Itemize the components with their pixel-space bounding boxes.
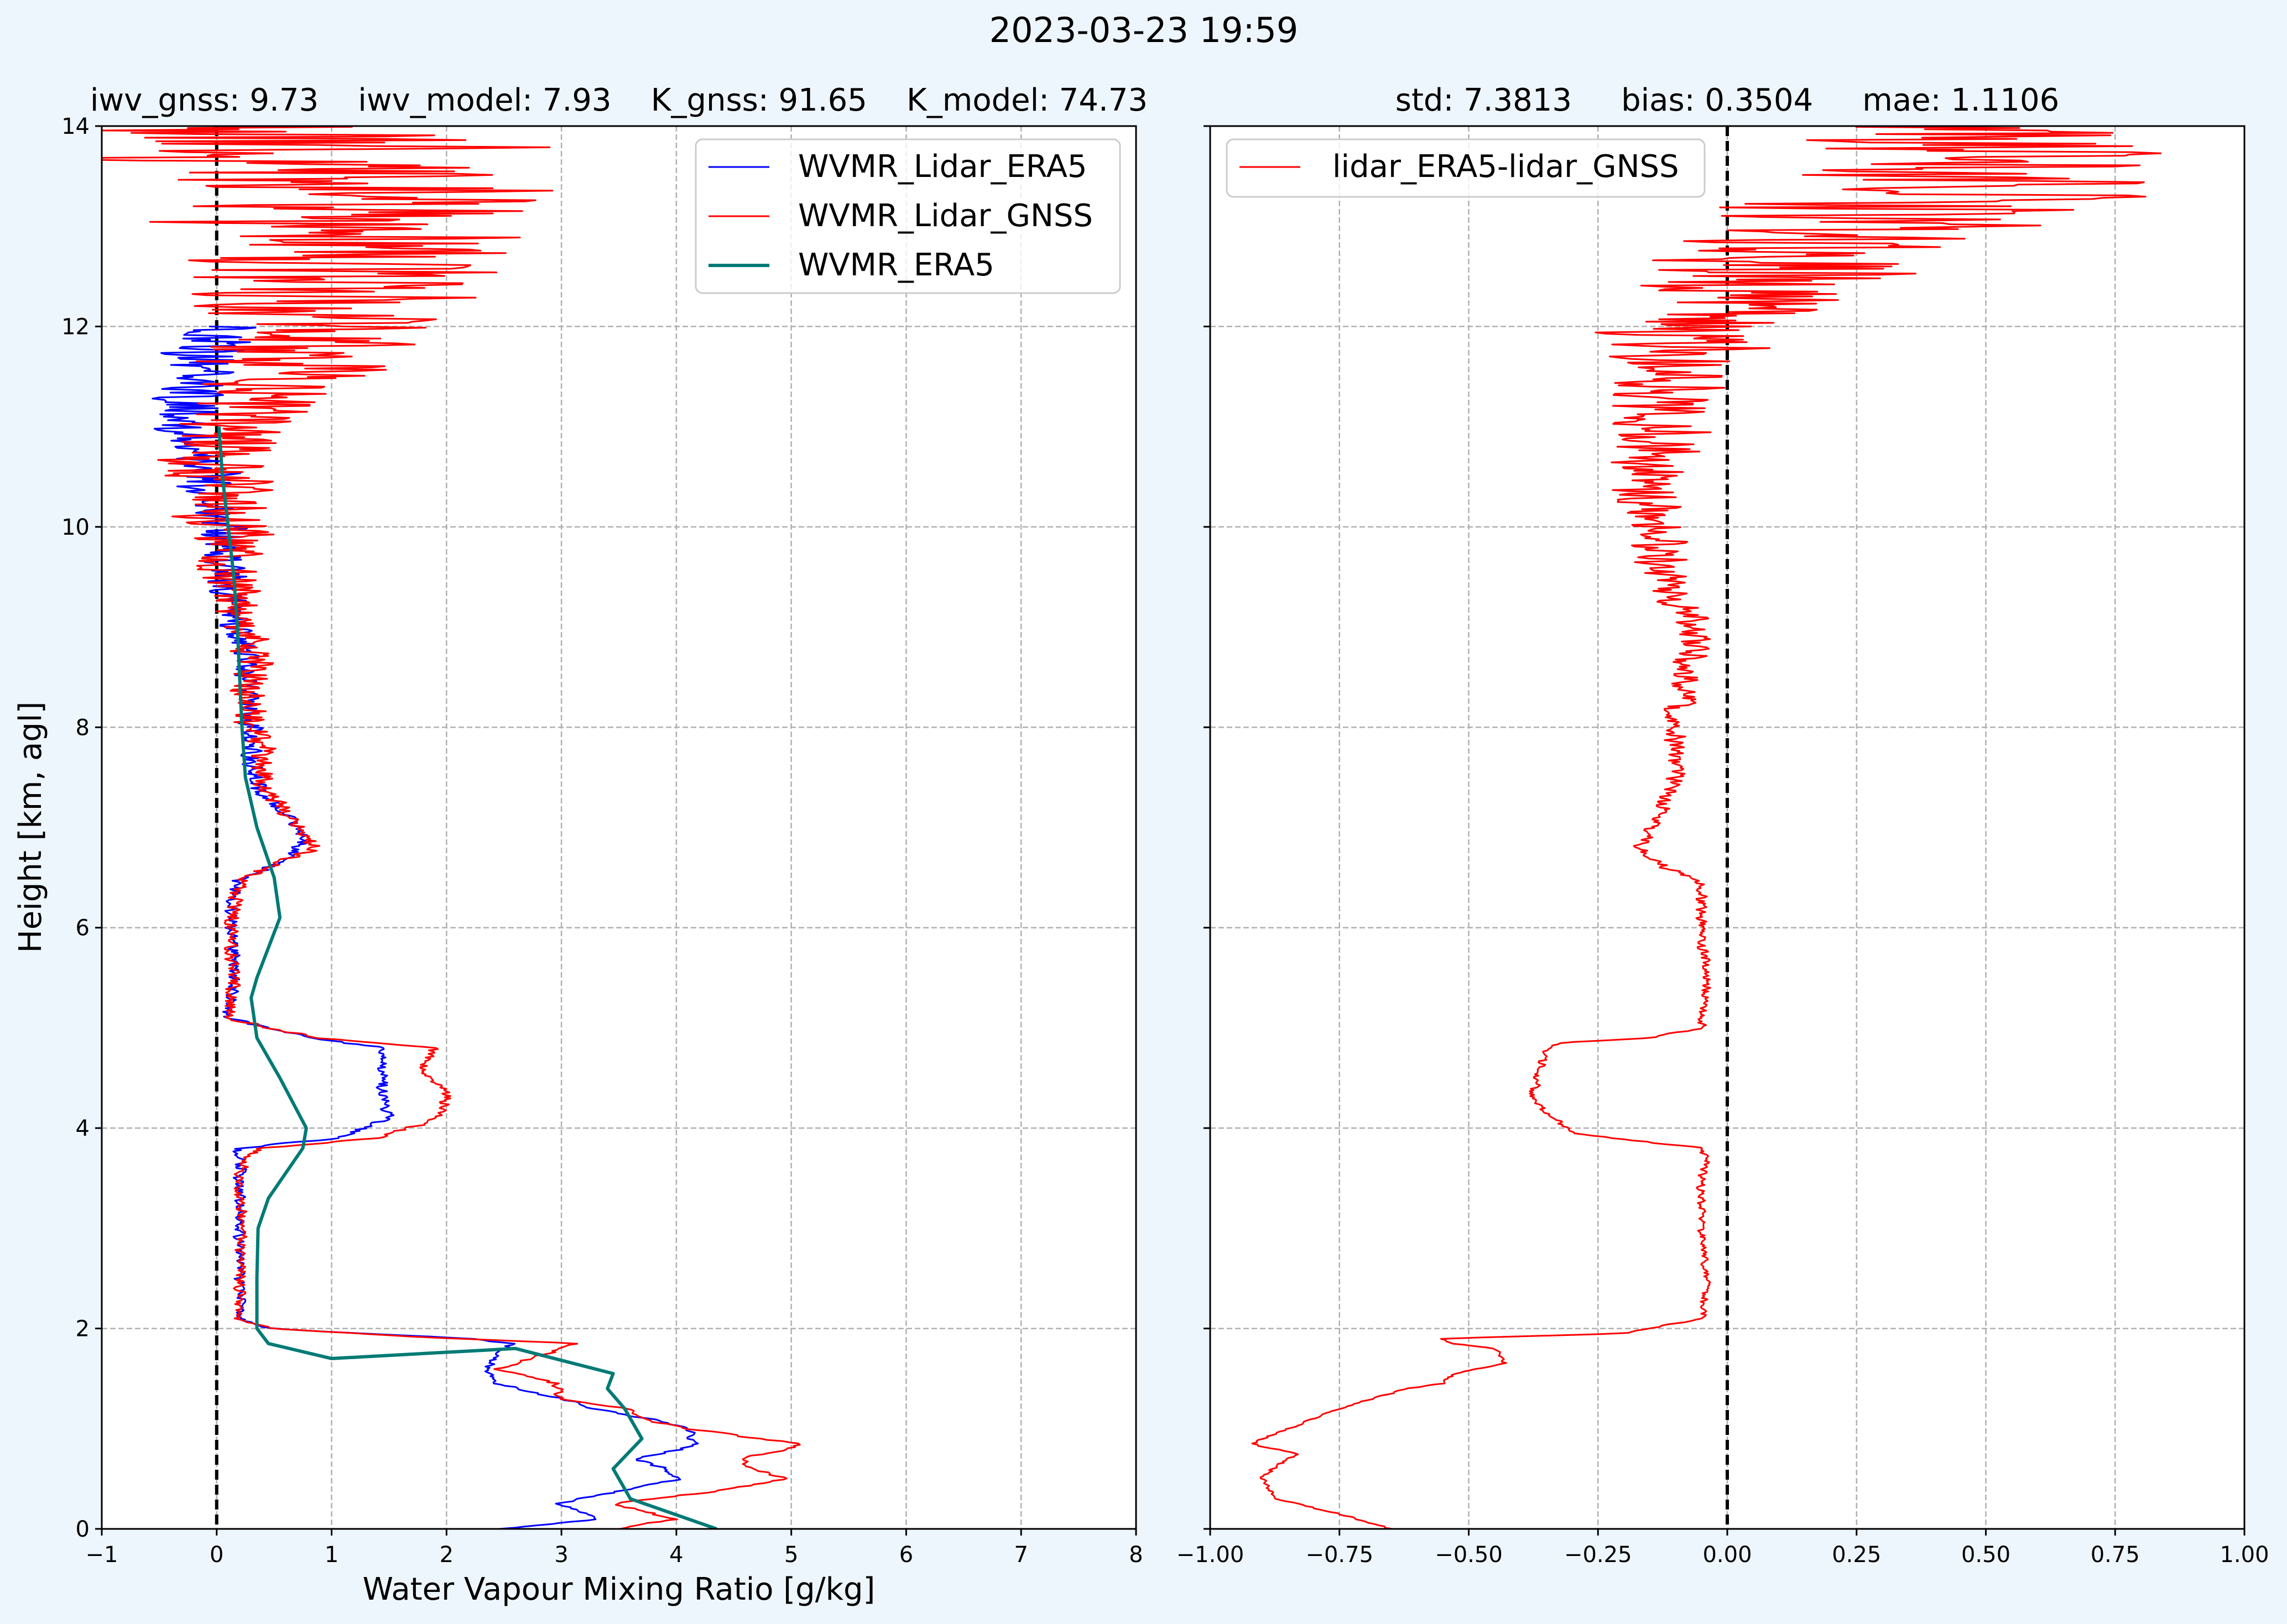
- x-tick-label: 1.00: [2220, 1542, 2269, 1568]
- legend-box: [1226, 138, 1706, 198]
- x-tick-label: 1: [325, 1542, 338, 1568]
- x-tick-label: −0.75: [1305, 1542, 1373, 1568]
- x-tick-label: 4: [669, 1542, 683, 1568]
- series-line-wvmr-era5: [217, 426, 717, 1529]
- legend: WVMR_Lidar_ERA5 WVMR_Lidar_GNSS WVMR_ERA…: [695, 138, 1121, 294]
- panel-title: iwv_gnss: 9.73 iwv_model: 7.93 K_gnss: 9…: [90, 82, 1148, 118]
- x-tick-label: 7: [1014, 1542, 1028, 1568]
- series-lines: [1251, 126, 2162, 1529]
- legend-label-wvmr-era5: WVMR_ERA5: [798, 247, 994, 283]
- x-tick-label: −1.00: [1176, 1542, 1244, 1568]
- x-tick-label: 5: [784, 1542, 798, 1568]
- x-tick-label: 2: [440, 1542, 454, 1568]
- series-lines: [102, 126, 801, 1529]
- x-tick-label: 0.75: [2091, 1542, 2140, 1568]
- series-line-wvmr-lidar-gnss: [102, 126, 801, 1529]
- x-tick-label: 0: [210, 1542, 223, 1568]
- legend-box: [695, 138, 1121, 294]
- x-tick-label: 0.00: [1702, 1542, 1752, 1568]
- x-tick-label: 6: [899, 1542, 913, 1568]
- x-tick-label: 0.25: [1832, 1542, 1881, 1568]
- y-tick-label: 2: [76, 1317, 90, 1342]
- y-axis-label: Height [km, agl]: [13, 702, 49, 953]
- x-tick-label: 0.50: [1961, 1542, 2010, 1568]
- x-tick-label: 3: [554, 1542, 568, 1568]
- x-axis-label: Water Vapour Mixing Ratio [g/kg]: [363, 1571, 876, 1607]
- x-tick-label: −0.25: [1564, 1542, 1632, 1568]
- y-tick-label: 14: [61, 114, 90, 139]
- x-ticks: −1.00 −0.75 −0.50 −0.25 0.00 0.25 0.50 0.75 1.00: [1176, 1529, 2269, 1568]
- legend: lidar_ERA5-lidar_GNSS: [1226, 138, 1706, 198]
- y-tick-label: 4: [76, 1116, 90, 1141]
- y-tick-label: 0: [76, 1517, 90, 1542]
- x-ticks: −1 0 1 2 3 4 5 6 7 8: [86, 1529, 1143, 1568]
- y-tick-label: 10: [61, 515, 90, 540]
- axes-frame: [101, 125, 1137, 1530]
- x-tick-label: −0.50: [1435, 1542, 1503, 1568]
- x-tick-label: 8: [1129, 1542, 1143, 1568]
- y-ticks: 0 2 4 6 8 10 12 14: [61, 114, 102, 1542]
- legend-label-lidar-era5-lidar-gnss: lidar_ERA5-lidar_GNSS: [1332, 149, 1679, 185]
- difference-panel: −1.00 −0.75 −0.50 −0.25 0.00 0.25 0.50 0.75 1.00…: [1176, 82, 2269, 1568]
- x-tick-label: −1: [86, 1542, 118, 1568]
- legend-label-wvmr-lidar-era5: WVMR_Lidar_ERA5: [798, 149, 1087, 185]
- figure-title: 2023-03-23 19:59: [989, 10, 1299, 50]
- legend-label-wvmr-lidar-gnss: WVMR_Lidar_GNSS: [798, 198, 1093, 234]
- y-tick-label: 6: [76, 916, 90, 941]
- series-line-lidar-era5-lidar-gnss: [1251, 126, 2162, 1529]
- y-ticks: [1204, 125, 1210, 1530]
- y-tick-label: 8: [76, 715, 90, 740]
- panel-title: std: 7.3813 bias: 0.3504 mae: 1.1106: [1395, 82, 2059, 118]
- y-tick-label: 12: [61, 314, 90, 340]
